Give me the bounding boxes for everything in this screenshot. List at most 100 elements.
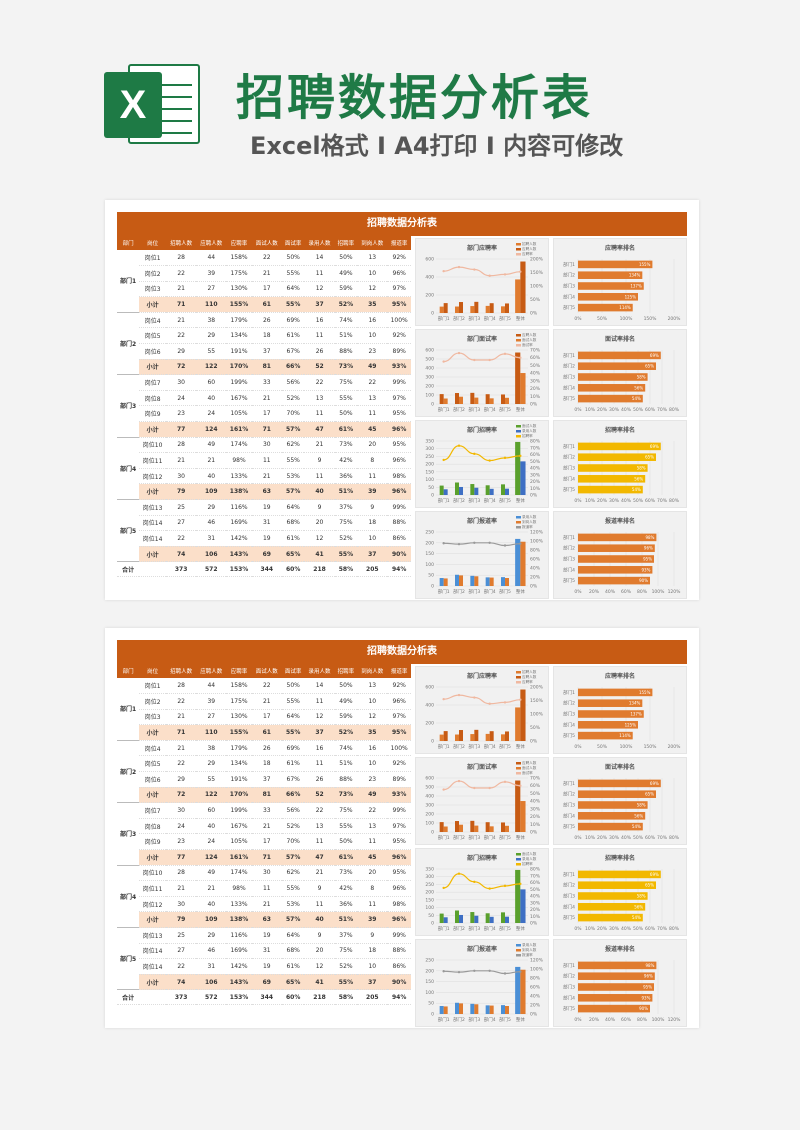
subtotal-cell: 66% [281, 787, 305, 804]
subtotal-cell: 90% [387, 974, 411, 991]
combo-chart: 部门招聘率 350 300 250 200 150 100 50 0 80% 70% 60% 50% 40… [415, 420, 549, 508]
subtotal-cell: 52 [304, 359, 335, 376]
rank-label: 部门3 [563, 283, 575, 290]
table-cell: 21 [196, 880, 227, 897]
table-cell: 73% [334, 865, 358, 882]
value-label: 134% [629, 701, 641, 706]
subtotal-cell: 35 [357, 724, 388, 741]
x-tick-label: 0% [574, 316, 582, 322]
ranking-chart: 应聘率排名 0% 50% 100% 150% 200% 部门1 155% 部门2 134% 部门3 1… [553, 666, 687, 754]
bar [501, 734, 505, 741]
table-cell: 50% [334, 678, 358, 695]
table-cell: 75% [334, 515, 358, 532]
subtotal-cell: 73% [334, 787, 358, 804]
left-tick-label: 600 [425, 685, 434, 691]
table-cell: 26 [251, 740, 282, 757]
combo-chart: 部门招聘率 350 300 250 200 150 100 50 0 80% 70% 60% 50% 40… [415, 848, 549, 936]
table-cell: 岗位12 [139, 896, 167, 913]
table-cell: 20 [304, 943, 335, 960]
total-cell: 344 [251, 561, 282, 578]
table-cell: 22 [166, 327, 197, 345]
table-cell: 岗位1 [139, 250, 167, 267]
line-point [473, 880, 476, 884]
subtotal-cell: 61% [334, 421, 358, 438]
table-cell: 13 [357, 390, 388, 407]
bar [485, 733, 490, 741]
table-row: 岗位14 22 31 142% 19 61% 12 52% 10 86% [117, 530, 411, 547]
legend-label: 应聘人数 [522, 760, 537, 765]
x-tick-label: 整体 [516, 834, 525, 841]
left-tick-label: 100 [425, 393, 434, 399]
x-tick-label: 部门4 [484, 925, 496, 932]
bar [459, 302, 463, 313]
bar [515, 441, 521, 495]
bar [505, 303, 509, 313]
legend-label: 录用人数 [522, 856, 537, 861]
table-cell: 88% [334, 343, 358, 360]
bar [515, 966, 521, 1014]
x-tick-label: 50% [633, 407, 644, 413]
bar [501, 484, 505, 495]
excel-logo-icon: X [104, 58, 204, 150]
x-tick-label: 部门3 [468, 315, 480, 322]
subtotal-cell: 45 [357, 849, 388, 866]
subtotal-row: 小计 79 109 138% 63 57% 40 51% 39 96% [117, 911, 411, 928]
sheet-title-band: 招聘数据分析表 [117, 640, 687, 664]
table-cell: 22 [166, 958, 197, 975]
table-cell: 29 [196, 327, 227, 345]
analysis-sheet-1: 招聘数据分析表 部门 岗位 招聘人数 应聘人数 应聘率 面试人数 面试率 录用人数 招聘率 到岗人数… [105, 200, 699, 600]
rank-label: 部门4 [563, 475, 575, 482]
x-tick-label: 20% [589, 589, 600, 595]
x-tick-label: 部门5 [499, 743, 511, 750]
right-tick-label: 0% [530, 311, 538, 317]
rank-label: 部门1 [563, 871, 575, 878]
table-row: 岗位8 24 40 167% 21 52% 13 55% 13 97% [117, 390, 411, 407]
table-cell: 岗位3 [139, 281, 167, 298]
total-cell: 60% [281, 561, 305, 578]
table-cell: 29 [166, 771, 197, 788]
rank-label: 部门2 [563, 363, 575, 370]
right-tick-label: 150% [530, 698, 544, 704]
table-cell: 42% [334, 880, 358, 897]
right-tick-label: 20% [530, 814, 541, 820]
table-row: 岗位9 23 24 105% 17 70% 11 50% 11 95% [117, 833, 411, 851]
column-header: 报道率 [387, 236, 411, 250]
right-tick-label: 80% [530, 976, 541, 982]
chart-title: 报道率排名 [604, 518, 635, 525]
series-line [443, 352, 521, 363]
line-point [457, 265, 461, 269]
value-label: 56% [634, 904, 643, 909]
x-tick-label: 200% [668, 316, 682, 322]
table-cell: 13 [304, 818, 335, 835]
table-cell: 23 [357, 771, 388, 788]
table-cell: 36% [334, 468, 358, 485]
line-point [457, 444, 461, 447]
right-tick-label: 40% [530, 466, 541, 472]
left-tick-label: 50 [428, 573, 434, 579]
subtotal-cell: 73% [334, 359, 358, 376]
table-cell: 22 [357, 802, 388, 819]
subtotal-cell: 57% [281, 421, 305, 438]
page-subtitle: Excel格式 I A4打印 I 内容可修改 [250, 132, 624, 160]
page-title: 招聘数据分析表 [236, 70, 594, 126]
combo-chart: 部门应聘率 600 400 200 0 200% 150% 100% 50% 0% 部门1 部门2 部门… [415, 666, 549, 754]
dept-cell: 部门1 [117, 250, 140, 313]
table-row: 岗位3 21 27 130% 17 64% 12 59% 12 97% [117, 281, 411, 298]
line-point [442, 886, 445, 890]
x-tick-label: 部门5 [499, 588, 511, 595]
bar [489, 916, 494, 923]
table-row: 部门1 岗位1 28 44 158% 22 50% 14 50% 13 92% [117, 678, 411, 741]
right-tick-label: 60% [530, 880, 541, 886]
left-tick-label: 0 [431, 739, 434, 745]
x-tick-label: 0% [574, 835, 582, 841]
table-cell: 26 [304, 343, 335, 360]
rank-bar [578, 972, 655, 980]
table-row: 部门5 岗位13 25 29 116% 19 64% 9 37% 9 99% [117, 499, 411, 563]
table-cell: 21 [251, 265, 282, 282]
table-cell: 75% [334, 943, 358, 960]
x-tick-label: 30% [609, 835, 620, 841]
table-cell: 55 [196, 771, 227, 788]
rank-bar [578, 260, 653, 269]
value-label: 65% [645, 364, 654, 369]
subtotal-cell: 95% [387, 724, 411, 741]
